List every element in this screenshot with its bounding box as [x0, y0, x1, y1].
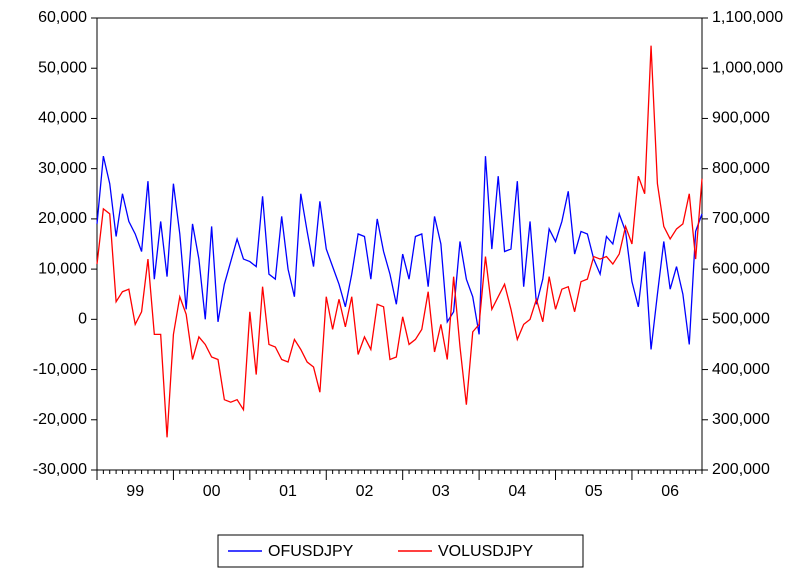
- y-tick-label: 60,000: [38, 9, 87, 26]
- y2-tick-label: 200,000: [712, 461, 770, 478]
- x-tick-label: 00: [203, 483, 221, 500]
- plot-frame: [96, 17, 703, 471]
- y-tick-label: 10,000: [38, 260, 87, 277]
- y2-tick-label: 600,000: [712, 260, 770, 277]
- y-tick-label: 0: [78, 311, 87, 328]
- y2-tick-label: 1,100,000: [712, 9, 783, 26]
- y-tick-label: 40,000: [38, 110, 87, 127]
- x-tick-label: 02: [356, 483, 374, 500]
- legend-label: OFUSDJPY: [268, 543, 354, 560]
- x-tick-label: 01: [279, 483, 297, 500]
- y2-tick-label: 500,000: [712, 311, 770, 328]
- y-tick-label: 50,000: [38, 59, 87, 76]
- y2-tick-label: 1,000,000: [712, 59, 783, 76]
- y2-tick-label: 700,000: [712, 210, 770, 227]
- series-line: [96, 155, 703, 350]
- x-tick-label: 06: [661, 483, 679, 500]
- y2-tick-label: 800,000: [712, 160, 770, 177]
- y-tick-label: 20,000: [38, 210, 87, 227]
- y-tick-label: -30,000: [33, 461, 87, 478]
- y-tick-label: -10,000: [33, 361, 87, 378]
- x-tick-label: 04: [508, 483, 526, 500]
- legend-label: VOLUSDJPY: [438, 543, 533, 560]
- x-tick-label: 99: [126, 483, 144, 500]
- y2-tick-label: 900,000: [712, 110, 770, 127]
- y2-tick-label: 400,000: [712, 361, 770, 378]
- y2-tick-label: 300,000: [712, 411, 770, 428]
- x-tick-label: 03: [432, 483, 450, 500]
- y-tick-label: -20,000: [33, 411, 87, 428]
- x-tick-label: 05: [585, 483, 603, 500]
- series-line: [96, 45, 703, 438]
- y-tick-label: 30,000: [38, 160, 87, 177]
